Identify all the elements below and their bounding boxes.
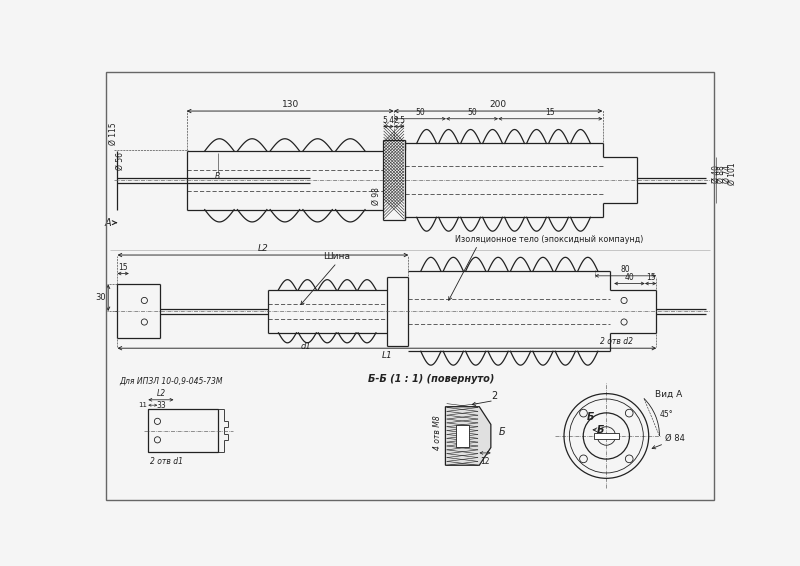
Text: 30: 30: [95, 293, 106, 302]
Text: 12: 12: [480, 457, 490, 466]
Text: Б-Б (1 : 1) (повернуто): Б-Б (1 : 1) (повернуто): [368, 374, 494, 384]
Bar: [456, 425, 469, 447]
Text: Ø 88: Ø 88: [718, 165, 726, 183]
Text: 33: 33: [156, 401, 166, 410]
Text: Б: Б: [587, 412, 594, 422]
Text: 45°: 45°: [659, 410, 673, 419]
Bar: [594, 433, 618, 439]
Text: 2 отв d1: 2 отв d1: [150, 457, 182, 466]
Text: Изоляционное тело (эпоксидный компаунд): Изоляционное тело (эпоксидный компаунд): [454, 235, 643, 245]
Text: Б: Б: [499, 427, 506, 437]
Text: 50: 50: [415, 108, 425, 117]
Text: 40: 40: [625, 273, 634, 282]
Text: Ø 74: Ø 74: [722, 165, 732, 183]
Text: 5,4: 5,4: [382, 115, 394, 125]
Text: L1: L1: [382, 350, 392, 359]
Text: 2 отв d2: 2 отв d2: [600, 337, 634, 346]
Bar: [148, 409, 218, 452]
Text: 4 отв М8: 4 отв М8: [434, 415, 442, 449]
Text: 15: 15: [546, 108, 555, 117]
Text: Шина: Шина: [323, 252, 350, 261]
Text: 200: 200: [490, 100, 506, 109]
Text: Ø 98: Ø 98: [372, 187, 381, 205]
Text: L2: L2: [156, 389, 166, 398]
Text: d1: d1: [301, 342, 311, 351]
Text: Для ИПЗЛ 10-0,9-045-73М: Для ИПЗЛ 10-0,9-045-73М: [119, 377, 222, 386]
Text: Ø 101: Ø 101: [728, 163, 737, 186]
Text: 2,5: 2,5: [394, 115, 406, 125]
Text: Ø 115: Ø 115: [109, 122, 118, 145]
Text: Ø 84: Ø 84: [665, 434, 685, 443]
Text: L2: L2: [258, 244, 268, 253]
Text: 15: 15: [646, 273, 655, 282]
Text: 15: 15: [118, 263, 128, 272]
Text: 130: 130: [282, 100, 299, 109]
Text: Б: Б: [597, 425, 604, 435]
Text: 50: 50: [467, 108, 477, 117]
Text: 80: 80: [621, 265, 630, 274]
Text: Ø 56: Ø 56: [116, 152, 125, 170]
Text: 2: 2: [491, 391, 498, 401]
Text: Ø 40: Ø 40: [712, 165, 721, 183]
Text: В: В: [215, 172, 220, 181]
Text: 11: 11: [138, 402, 147, 408]
Text: Вид А: Вид А: [655, 390, 682, 399]
Text: A: A: [105, 218, 111, 228]
Polygon shape: [446, 407, 491, 465]
